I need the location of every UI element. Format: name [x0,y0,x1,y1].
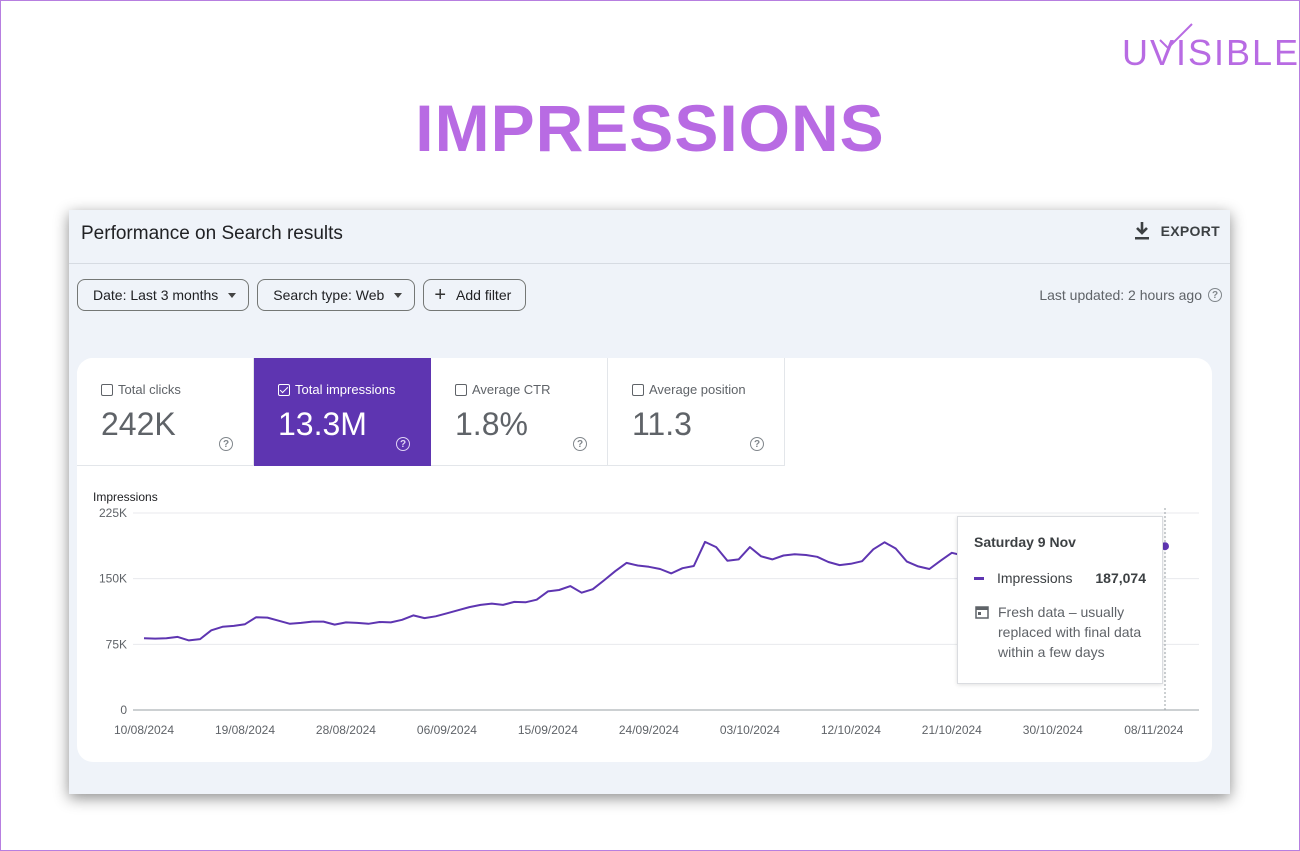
metric-label-row: Average position [632,382,746,397]
tooltip-note-text: Fresh data – usually replaced with final… [998,604,1142,660]
last-updated-status: Last updated: 2 hours ago ? [1039,287,1222,303]
x-tick-label: 08/11/2024 [1124,723,1183,737]
checkbox-icon[interactable] [101,383,113,396]
x-tick-label: 06/09/2024 [417,723,477,737]
x-tick-label: 30/10/2024 [1023,723,1083,737]
last-updated-text: Last updated: 2 hours ago [1039,287,1202,303]
tooltip-series-value: 187,074 [1095,570,1146,586]
x-tick-label: 15/09/2024 [518,723,578,737]
date-filter-label: Date: Last 3 months [93,287,219,303]
help-icon[interactable]: ? [219,437,233,451]
download-icon [1134,222,1149,240]
search-type-filter-chip[interactable]: Search type: Web [257,279,416,311]
metric-value: 13.3M [278,406,367,442]
x-tick-label: 19/08/2024 [215,723,275,737]
search-console-panel: Performance on Search results EXPORT Dat… [69,210,1230,794]
chevron-down-icon [228,292,237,298]
help-icon[interactable]: ? [396,437,410,451]
y-axis-title: Impressions [93,490,158,504]
x-tick-label: 10/08/2024 [114,723,174,737]
chevron-down-icon [394,292,403,298]
tooltip-note: Fresh data – usually replaced with final… [974,602,1146,662]
help-icon[interactable]: ? [1208,288,1222,302]
checkbox-checked-icon[interactable] [278,383,290,396]
logo-text: UVISIBLE [1122,32,1300,73]
brand-logo: UVISIBLE [1122,32,1300,74]
performance-card: Total clicks 242K ? Total impressions 13… [77,358,1212,762]
metric-value: 11.3 [632,406,692,442]
checkbox-icon[interactable] [632,383,644,396]
metric-label: Average CTR [472,382,551,397]
help-icon[interactable]: ? [750,437,764,451]
metric-label: Average position [649,382,746,397]
metric-value: 1.8% [455,406,528,442]
chart-tooltip: Saturday 9 Nov Impressions 187,074 Fresh… [957,516,1163,684]
metric-label-row: Total clicks [101,382,181,397]
x-tick-label: 24/09/2024 [619,723,679,737]
date-filter-chip[interactable]: Date: Last 3 months [77,279,250,311]
metric-label-row: Average CTR [455,382,551,397]
x-tick-label: 21/10/2024 [922,723,982,737]
metric-total-clicks[interactable]: Total clicks 242K ? [77,358,254,466]
page-headline: IMPRESSIONS [415,91,885,165]
metric-total-impressions[interactable]: Total impressions 13.3M ? [254,358,431,466]
calendar-icon [975,606,989,619]
y-tick-label: 150K [99,572,127,586]
header-divider [69,263,1230,264]
logo-checkmark-icon [1159,23,1193,50]
tooltip-series-name: Impressions [997,570,1073,586]
x-tick-label: 12/10/2024 [821,723,881,737]
add-filter-label: Add filter [456,287,512,303]
export-button[interactable]: EXPORT [1133,221,1220,241]
metric-label: Total clicks [118,382,181,397]
tooltip-date: Saturday 9 Nov [974,534,1076,550]
panel-title: Performance on Search results [81,223,343,244]
y-tick-label: 225K [99,506,127,520]
search-type-filter-label: Search type: Web [273,287,385,303]
help-icon[interactable]: ? [573,437,587,451]
metric-value: 242K [101,406,176,442]
metric-label-row: Total impressions [278,382,395,397]
filter-bar: Date: Last 3 months Search type: Web + A… [77,279,527,311]
metric-average-ctr[interactable]: Average CTR 1.8% ? [431,358,608,466]
y-tick-label: 0 [120,703,127,717]
plus-icon: + [434,284,447,306]
y-tick-label: 75K [106,637,127,651]
metric-average-position[interactable]: Average position 11.3 ? [608,358,785,466]
series-swatch [974,576,984,580]
x-tick-label: 28/08/2024 [316,723,376,737]
export-label: EXPORT [1160,223,1220,239]
highlighted-data-point [1161,542,1169,551]
checkbox-icon[interactable] [455,383,467,396]
tooltip-series-row: Impressions 187,074 [974,570,1146,586]
add-filter-button[interactable]: + Add filter [423,279,527,311]
metric-label: Total impressions [295,382,396,397]
x-tick-label: 03/10/2024 [720,723,780,737]
